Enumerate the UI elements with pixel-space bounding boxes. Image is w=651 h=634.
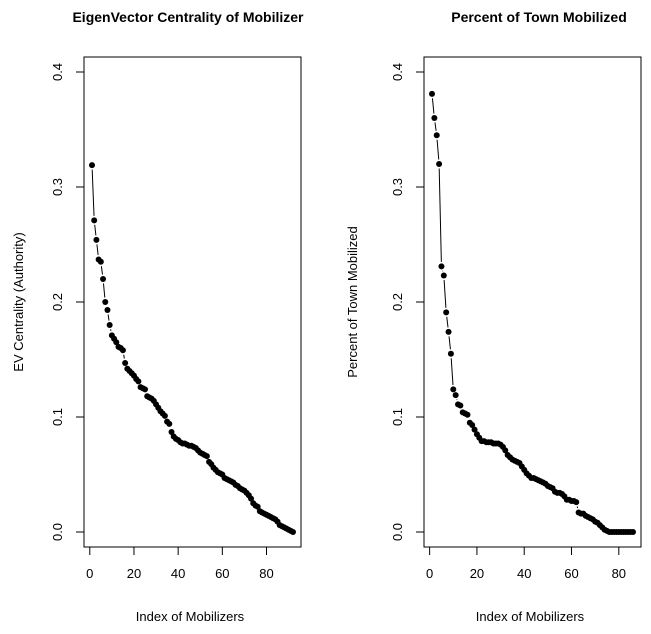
left-data-point	[89, 162, 95, 168]
left-chart-title: EigenVector Centrality of Mobilizer	[72, 9, 304, 25]
left-data-point	[102, 299, 108, 305]
right-y-tick-label: 0.3	[390, 178, 405, 196]
left-y-axis-label: EV Centrality (Authority)	[11, 232, 26, 371]
left-data-point	[98, 259, 104, 265]
left-data-point	[162, 413, 168, 419]
left-series-segment	[101, 266, 102, 274]
right-x-axis-label: Index of Mobilizers	[476, 609, 585, 624]
left-x-tick-label: 80	[259, 566, 273, 581]
left-y-tick-label: 0.2	[50, 293, 65, 311]
right-x-ticks: 0 20 40 60 80	[426, 547, 626, 581]
right-data-point	[450, 386, 456, 392]
left-x-tick-label: 60	[215, 566, 229, 581]
left-data-point	[204, 453, 210, 459]
left-data-point	[142, 386, 148, 392]
right-y-tick-label: 0.4	[390, 63, 405, 81]
left-x-tick-label: 0	[86, 566, 93, 581]
right-plot-frame	[424, 57, 641, 547]
right-data-point	[630, 529, 636, 535]
right-chart-title: Percent of Town Mobilized	[451, 9, 627, 25]
left-y-tick-label: 0.3	[50, 178, 65, 196]
left-series-segment	[124, 355, 125, 359]
right-y-ticks: 0.0 0.1 0.2 0.3 0.4	[390, 63, 424, 541]
left-x-tick-label: 40	[171, 566, 185, 581]
right-y-tick-label: 0.2	[390, 293, 405, 311]
right-data-point	[431, 115, 437, 121]
left-series-segment	[95, 225, 96, 236]
right-chart-panel: Percent of Town Mobilized Index of Mobil…	[345, 9, 641, 624]
right-data-point	[457, 403, 463, 409]
left-series-segment	[103, 283, 104, 297]
left-y-tick-label: 0.4	[50, 63, 65, 81]
right-series-segment	[451, 358, 453, 385]
left-series-segment	[108, 315, 109, 321]
right-y-tick-label: 0.0	[390, 523, 405, 541]
left-data-point	[104, 307, 110, 313]
right-series-segment	[435, 122, 436, 130]
left-data-point	[122, 360, 128, 366]
right-data-point	[573, 499, 579, 505]
right-data-point	[436, 161, 442, 167]
left-x-axis-label: Index of Mobilizers	[136, 609, 245, 624]
right-data-point	[443, 309, 449, 315]
left-data-point	[290, 529, 296, 535]
left-series-segment	[97, 244, 98, 255]
right-series	[429, 91, 636, 535]
right-series-segment	[437, 140, 439, 160]
left-data-point	[135, 378, 141, 384]
right-series-segment	[447, 317, 448, 328]
left-y-ticks: 0.0 0.1 0.2 0.3 0.4	[50, 63, 84, 541]
right-data-point	[446, 329, 452, 335]
right-data-point	[441, 273, 447, 279]
right-x-tick-label: 80	[612, 566, 626, 581]
right-x-tick-label: 20	[470, 566, 484, 581]
left-data-point	[100, 276, 106, 282]
left-plot-frame	[84, 57, 301, 547]
left-data-point	[166, 421, 172, 427]
left-y-tick-label: 0.0	[50, 523, 65, 541]
right-data-point	[438, 263, 444, 269]
right-y-axis-label: Percent of Town Mobilized	[345, 226, 360, 378]
left-data-point	[91, 217, 97, 223]
right-y-tick-label: 0.1	[390, 408, 405, 426]
left-data-point	[120, 347, 126, 353]
left-data-point	[93, 237, 99, 243]
left-chart-panel: EigenVector Centrality of Mobilizer Inde…	[11, 9, 304, 624]
left-y-tick-label: 0.1	[50, 408, 65, 426]
right-series-segment	[444, 280, 446, 308]
right-series-segment	[449, 336, 450, 349]
right-data-point	[448, 351, 454, 357]
left-data-point	[107, 322, 113, 328]
left-x-ticks: 0 20 40 60 80	[86, 547, 274, 581]
right-data-point	[464, 412, 470, 418]
right-data-point	[429, 91, 435, 97]
right-x-tick-label: 0	[426, 566, 433, 581]
right-series-segment	[439, 168, 441, 261]
right-data-point	[453, 392, 459, 398]
right-data-point	[434, 132, 440, 138]
left-series-segment	[92, 170, 94, 216]
left-x-tick-label: 20	[127, 566, 141, 581]
left-series	[89, 162, 296, 535]
right-series-segment	[432, 98, 433, 113]
right-x-tick-label: 40	[517, 566, 531, 581]
right-x-tick-label: 60	[564, 566, 578, 581]
